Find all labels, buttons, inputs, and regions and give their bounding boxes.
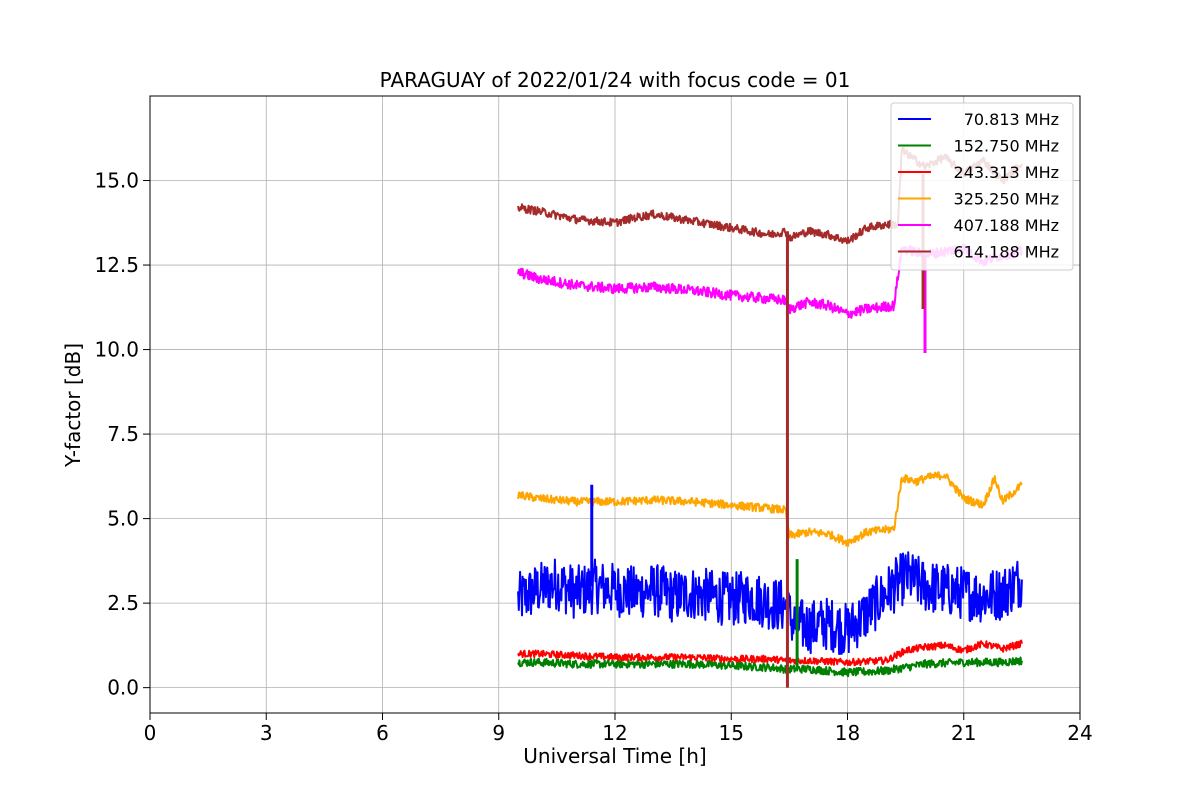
- y-tick-label: 7.5: [107, 422, 139, 446]
- legend-label-1: 152.750 MHz: [954, 137, 1059, 156]
- chart-title: PARAGUAY of 2022/01/24 with focus code =…: [380, 68, 851, 92]
- legend-label-2: 243.313 MHz: [954, 163, 1059, 182]
- y-axis: 0.0 2.5 5.0 7.5 10.0 12.5 15.0: [94, 169, 150, 700]
- legend: 70.813 MHz 152.750 MHz 243.313 MHz 325.250 …: [890, 102, 1074, 271]
- legend-label-5: 614.188 MHz: [954, 243, 1059, 262]
- y-tick-label: 0.0: [107, 676, 139, 700]
- series-line-3: [517, 471, 1023, 547]
- legend-label-0: 70.813 MHz: [964, 110, 1059, 129]
- y-tick-label: 12.5: [94, 253, 139, 277]
- x-tick-label: 24: [1067, 721, 1092, 745]
- series-line-0: [517, 551, 1023, 655]
- y-tick-label: 2.5: [107, 591, 139, 615]
- x-tick-label: 6: [376, 721, 389, 745]
- x-tick-label: 18: [835, 721, 860, 745]
- x-tick-label: 0: [144, 721, 157, 745]
- legend-box: [890, 102, 1074, 271]
- x-axis: 0 3 6 9 12 15 18 21 24: [144, 713, 1093, 745]
- y-tick-label: 5.0: [107, 507, 139, 531]
- x-tick-label: 3: [260, 721, 273, 745]
- y-tick-label: 15.0: [94, 169, 139, 193]
- x-tick-label: 12: [602, 721, 627, 745]
- y-tick-label: 10.0: [94, 338, 139, 362]
- series-line-2: [517, 639, 1023, 667]
- x-tick-label: 9: [492, 721, 505, 745]
- x-axis-label: Universal Time [h]: [523, 744, 706, 768]
- series-line-1: [517, 656, 1023, 678]
- x-tick-label: 15: [719, 721, 744, 745]
- y-axis-label: Y-factor [dB]: [61, 343, 85, 468]
- legend-label-3: 325.250 MHz: [954, 190, 1059, 209]
- x-tick-label: 21: [951, 721, 976, 745]
- legend-label-4: 407.188 MHz: [954, 216, 1059, 235]
